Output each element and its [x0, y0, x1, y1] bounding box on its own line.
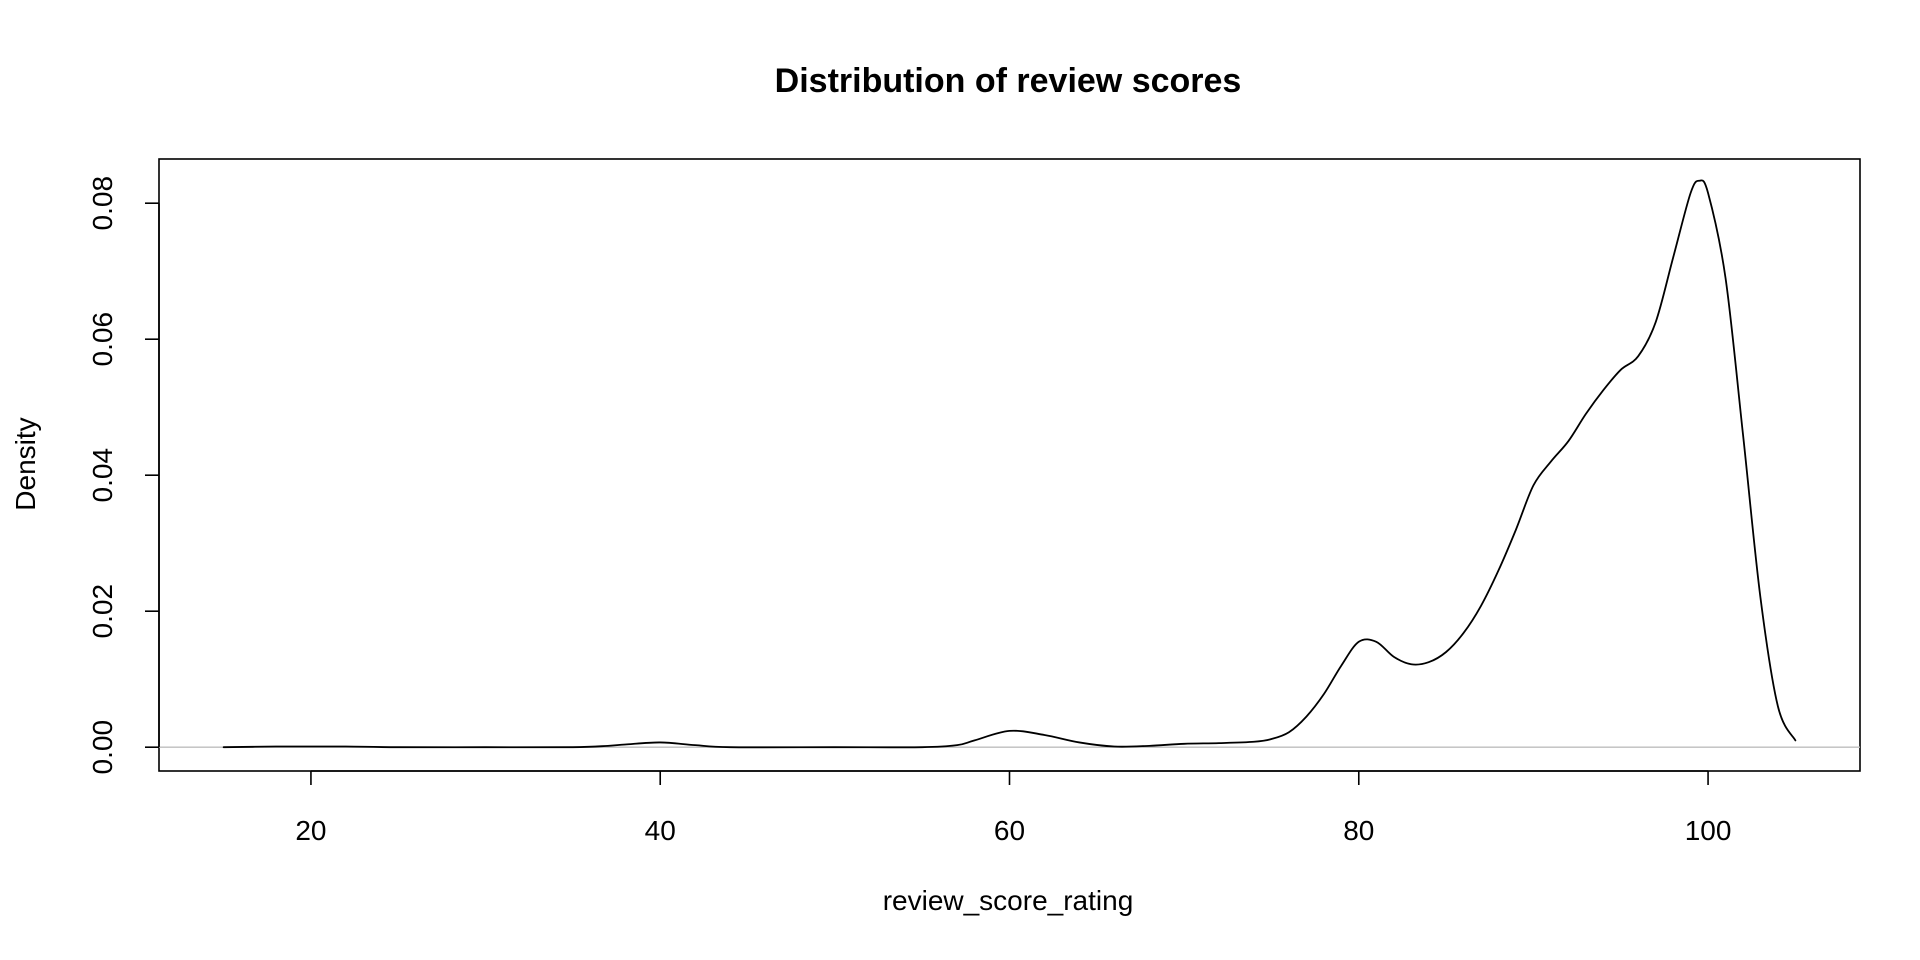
density-curve-series-0 [222, 179, 1797, 749]
x-tick-label: 40 [645, 815, 676, 846]
y-tick-label: 0.02 [87, 584, 118, 639]
plot-frame [158, 158, 1861, 772]
y-tick-label: 0.00 [87, 720, 118, 775]
x-tick-label: 60 [994, 815, 1025, 846]
y-tick-label: 0.08 [87, 176, 118, 231]
x-tick-label: 80 [1343, 815, 1374, 846]
series-group [222, 179, 1797, 749]
y-axis: 0.00 0.02 0.04 0.06 0.08 [87, 176, 160, 775]
x-axis: 20 40 60 80 100 [295, 770, 1732, 846]
x-tick-label: 20 [295, 815, 326, 846]
y-tick-label: 0.06 [87, 312, 118, 367]
x-axis-label: review_score_rating [883, 885, 1134, 916]
y-axis-label: Density [10, 417, 41, 510]
x-tick-label: 100 [1685, 815, 1732, 846]
chart-title: Distribution of review scores [775, 62, 1242, 100]
y-tick-label: 0.04 [87, 448, 118, 503]
